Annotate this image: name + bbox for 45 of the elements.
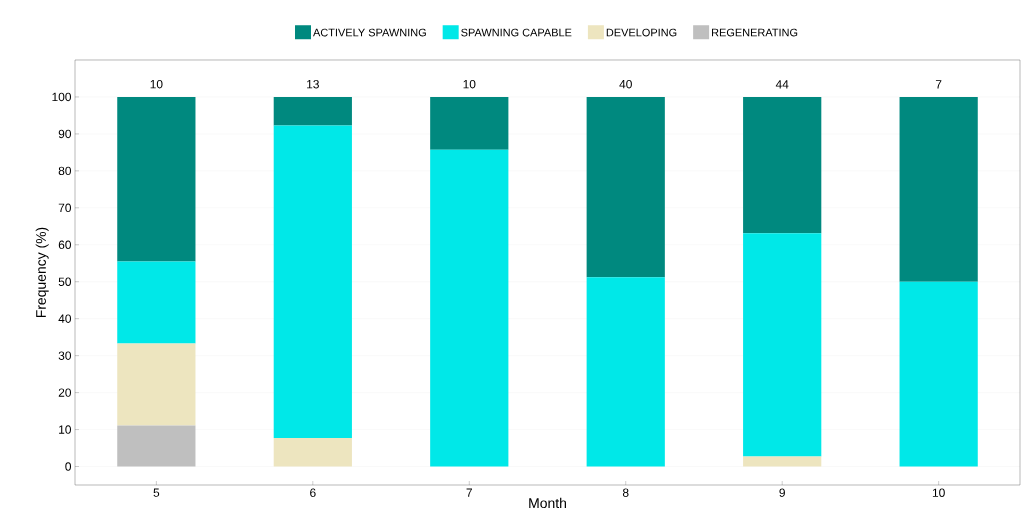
bar [273,96,352,126]
y-tick-label: 100 [52,92,72,102]
bar [743,96,822,234]
x-tick-label: 5 [153,488,160,497]
x-tick-label: 10 [932,488,945,497]
annotation: 44 [775,80,789,89]
annotation: 13 [307,79,319,89]
bar [117,96,196,262]
x-tick-label: 6 [310,488,316,497]
bar [586,277,665,467]
y-tick-label: 90 [58,129,72,139]
annotation: 7 [935,80,942,89]
legend-label: REGENERATING [712,28,798,37]
legend-label: DEVELOPING [606,28,677,37]
bar [430,96,509,150]
annotation: 40 [619,79,632,89]
y-tick-label: 80 [58,166,72,176]
y-tick-label: 10 [59,425,72,434]
legend-label: ACTIVELY SPAWNING [313,28,426,37]
bar [899,281,978,467]
annotation: 10 [463,79,476,89]
x-axis-title: Month [529,497,566,509]
y-tick-label: 50 [58,277,72,286]
y-tick-label: 20 [58,388,72,397]
bar [430,149,509,467]
bar [273,125,352,439]
x-tick-label: 9 [779,488,785,497]
y-axis-title: Frequency (%) [35,227,49,318]
y-tick-label: 30 [58,351,72,360]
bar [117,425,196,467]
bar [743,233,822,457]
y-tick-label: 70 [58,203,72,213]
x-tick-label: 7 [466,488,472,497]
bar [743,456,822,467]
legend-label: SPAWNING CAPABLE [461,28,572,37]
bar [273,438,352,467]
y-tick-label: 60 [58,240,72,250]
bar [899,96,978,282]
y-tick-label: 40 [58,314,72,323]
bar [117,261,196,344]
bar [117,343,196,426]
annotation: 10 [150,79,163,89]
y-tick-label: 0 [65,462,72,471]
bar [586,96,665,278]
x-tick-label: 8 [622,488,629,497]
